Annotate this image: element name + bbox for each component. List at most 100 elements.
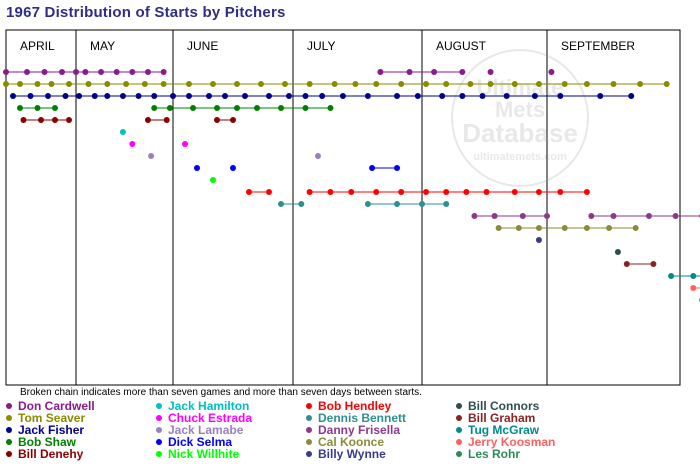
series-layer	[3, 69, 700, 303]
start-point	[186, 93, 192, 99]
start-point	[104, 93, 111, 99]
start-point	[242, 93, 248, 99]
start-point	[557, 189, 564, 195]
start-point	[135, 93, 142, 99]
start-point	[463, 189, 470, 195]
watermark-logo: Ultimate Mets Database ultimatemets.com	[451, 49, 589, 187]
start-point	[331, 81, 338, 87]
start-point	[535, 81, 542, 87]
start-point	[511, 189, 518, 195]
start-point	[583, 189, 590, 195]
start-point	[24, 69, 30, 75]
start-point	[190, 105, 196, 111]
start-point	[206, 93, 212, 99]
legend-label: Nick Willhite	[168, 447, 240, 461]
legend-label: Bill Connors	[468, 399, 540, 413]
start-point	[377, 69, 384, 75]
start-point	[503, 93, 510, 99]
start-point	[419, 201, 425, 207]
start-point	[186, 81, 192, 87]
month-label: SEPTEMBER	[561, 39, 635, 53]
start-point	[439, 93, 446, 99]
legend-label: Dennis Bennett	[318, 411, 407, 425]
start-point	[373, 189, 380, 195]
start-point	[52, 105, 58, 111]
series-nick-willhite	[210, 177, 216, 183]
start-point	[234, 105, 240, 111]
start-point	[614, 249, 621, 255]
month-label: APRIL	[20, 39, 55, 53]
legend-marker	[306, 402, 312, 409]
legend-marker	[456, 438, 462, 445]
watermark-line2: Mets	[495, 97, 545, 122]
legend-label: Les Rohr	[468, 447, 521, 461]
series-jerry-koosman	[690, 285, 700, 291]
series-cal-koonce	[495, 225, 639, 231]
start-point	[352, 81, 359, 87]
series-tom-seaver	[3, 81, 670, 87]
legend-item: Nick Willhite	[156, 448, 306, 460]
start-point	[246, 189, 252, 195]
start-point	[306, 81, 313, 87]
start-point	[278, 105, 284, 111]
legend-label: Tom Seaver	[18, 411, 86, 425]
legend-item: Dennis Bennett	[306, 412, 456, 424]
legend-marker	[6, 402, 12, 409]
start-point	[364, 201, 371, 207]
start-point	[230, 165, 236, 171]
start-point	[459, 69, 466, 75]
legend-marker	[6, 450, 12, 457]
start-point	[160, 69, 167, 75]
start-point	[230, 117, 236, 123]
legend-item: Dick Selma	[156, 436, 306, 448]
legend-item: Jack Hamilton	[156, 400, 306, 412]
start-point	[610, 81, 617, 87]
start-point	[487, 69, 494, 75]
start-point	[141, 81, 148, 87]
start-point	[398, 81, 405, 87]
legend-item: Danny Frisella	[306, 424, 456, 436]
start-point	[119, 129, 126, 135]
start-point	[144, 69, 151, 75]
legend-marker	[156, 450, 162, 457]
start-point	[214, 105, 220, 111]
legend-label: Jack Hamilton	[168, 399, 250, 413]
start-point	[210, 81, 216, 87]
chart-note: Broken chain indicates more than seven g…	[20, 387, 422, 398]
legend-label: Jack Lamabe	[168, 423, 244, 437]
legend-column: Jack Hamilton Chuck Estrada Jack Lamabe Dic…	[156, 400, 306, 460]
start-point	[17, 81, 23, 87]
start-point	[495, 225, 502, 231]
start-point	[20, 117, 27, 123]
legend-column: Don Cardwell Tom Seaver Jack Fisher Bob Sha…	[6, 400, 156, 460]
start-point	[327, 189, 334, 195]
start-point	[314, 153, 321, 159]
start-point	[394, 201, 401, 207]
legend-marker	[306, 414, 312, 421]
series-bill-connors	[614, 249, 621, 255]
month-label: MAY	[90, 39, 115, 53]
start-point	[606, 225, 613, 231]
start-point	[561, 81, 568, 87]
start-point	[690, 285, 697, 291]
start-point	[104, 81, 111, 87]
legend-label: Bob Hendley	[318, 399, 392, 413]
legend-label: Cal Koonce	[318, 435, 385, 449]
start-point	[431, 69, 438, 75]
start-point	[170, 93, 176, 99]
start-point	[423, 189, 430, 195]
legend-marker	[156, 402, 162, 409]
start-point	[10, 93, 16, 99]
start-point	[298, 201, 305, 207]
start-point	[258, 81, 264, 87]
start-point	[668, 273, 675, 279]
start-point	[182, 141, 188, 147]
legend-item: Jerry Koosman	[456, 436, 606, 448]
month-labels: APRIL MAY JUNE JULY AUGUST SEPTEMBER	[20, 39, 635, 53]
legend-marker	[6, 438, 12, 445]
legend-label: Tug McGraw	[468, 423, 540, 437]
start-point	[672, 213, 679, 219]
start-point	[41, 69, 48, 75]
legend-label: Dick Selma	[168, 435, 233, 449]
